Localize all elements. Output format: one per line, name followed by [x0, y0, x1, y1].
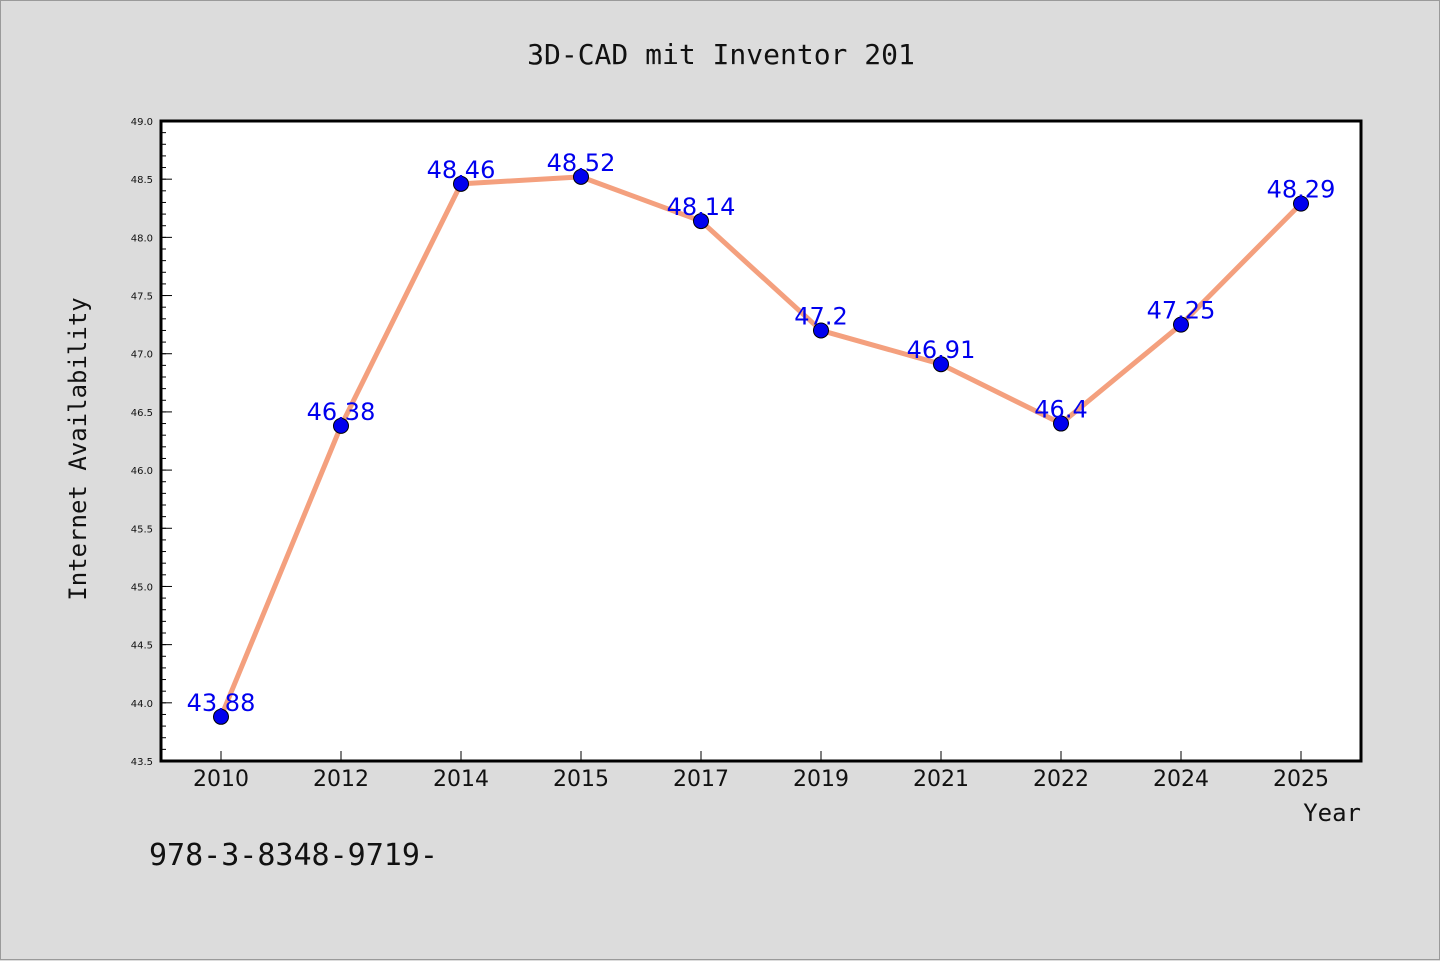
y-tick-label: 44.0 [131, 699, 153, 710]
series-line [218, 174, 1304, 720]
data-point [453, 175, 469, 192]
x-tick-label: 2014 [433, 767, 489, 792]
x-tick-label: 2015 [553, 767, 609, 792]
y-tick-label: 44.5 [131, 641, 153, 652]
x-tick-label: 2025 [1273, 767, 1329, 792]
data-label: 47.25 [1147, 297, 1216, 325]
data-label: 48.52 [547, 149, 616, 177]
data-label: 47.2 [794, 302, 847, 330]
y-axis-label: Internet Availability [64, 297, 92, 600]
plot-area [161, 121, 1361, 761]
data-point [933, 356, 949, 373]
y-tick-label: 47.5 [131, 292, 153, 303]
isbn-footer: 978-3-8348-9719- [149, 838, 438, 873]
data-label: 43.88 [187, 689, 256, 717]
data-label: 46.91 [907, 336, 976, 364]
data-point [1173, 316, 1189, 333]
y-tick-label: 45.0 [131, 582, 153, 593]
y-tick-label: 46.0 [131, 466, 153, 477]
y-axis-ticks: 43.5 44.0 44.5 45.0 45.5 46.0 46.5 47.0 47.5 48.0… [131, 117, 172, 768]
data-point [693, 213, 709, 230]
x-axis-label: Year [1303, 799, 1361, 827]
data-labels: 43.88 46.38 48.46 48.52 48.14 47.2 46.91 46.4 47… [187, 149, 1336, 717]
data-point [573, 168, 589, 185]
data-label: 46.4 [1034, 396, 1087, 424]
x-tick-label: 2012 [313, 767, 369, 792]
data-point [213, 708, 229, 725]
plot-frame [159, 119, 1363, 763]
x-tick-label: 2017 [673, 767, 729, 792]
data-label: 46.38 [307, 398, 376, 426]
data-label: 48.29 [1267, 176, 1336, 204]
data-label: 48.14 [667, 193, 736, 221]
y-tick-label: 43.5 [131, 757, 153, 768]
x-axis-ticks: 2010 2012 2014 2015 2017 2019 2021 2022 2024 2025 [193, 751, 1329, 792]
data-point [1293, 195, 1309, 212]
series-markers [213, 168, 1309, 725]
x-tick-label: 2024 [1153, 767, 1209, 792]
y-tick-label: 48.5 [131, 175, 153, 186]
x-tick-label: 2019 [793, 767, 849, 792]
y-tick-label: 45.5 [131, 524, 153, 535]
x-tick-label: 2022 [1033, 767, 1089, 792]
data-point [813, 322, 829, 339]
y-tick-label: 48.0 [131, 233, 153, 244]
x-tick-label: 2021 [913, 767, 969, 792]
data-point [1053, 415, 1069, 432]
x-tick-label: 2010 [193, 767, 249, 792]
y-tick-label: 49.0 [131, 117, 153, 128]
y-tick-label: 47.0 [131, 350, 153, 361]
data-label: 48.46 [427, 156, 496, 184]
chart-title: 3D-CAD mit Inventor 201 [527, 38, 915, 71]
y-tick-label: 46.5 [131, 408, 153, 419]
data-point [333, 417, 349, 434]
